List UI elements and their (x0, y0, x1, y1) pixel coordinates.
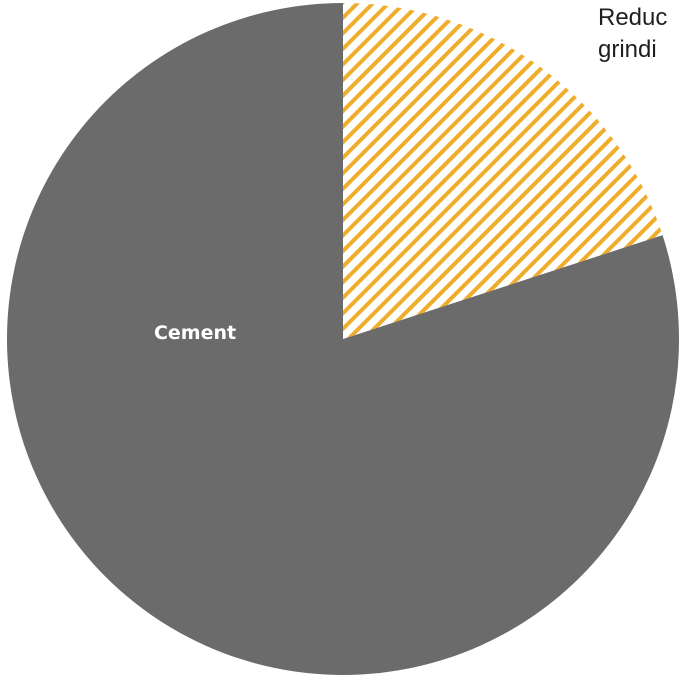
pie-slice-cement (7, 3, 680, 676)
chart-annotation: Reduc grindi (598, 4, 668, 63)
pie-slice-label: Cement (154, 322, 236, 344)
pie-slice-segment-1 (343, 3, 663, 339)
